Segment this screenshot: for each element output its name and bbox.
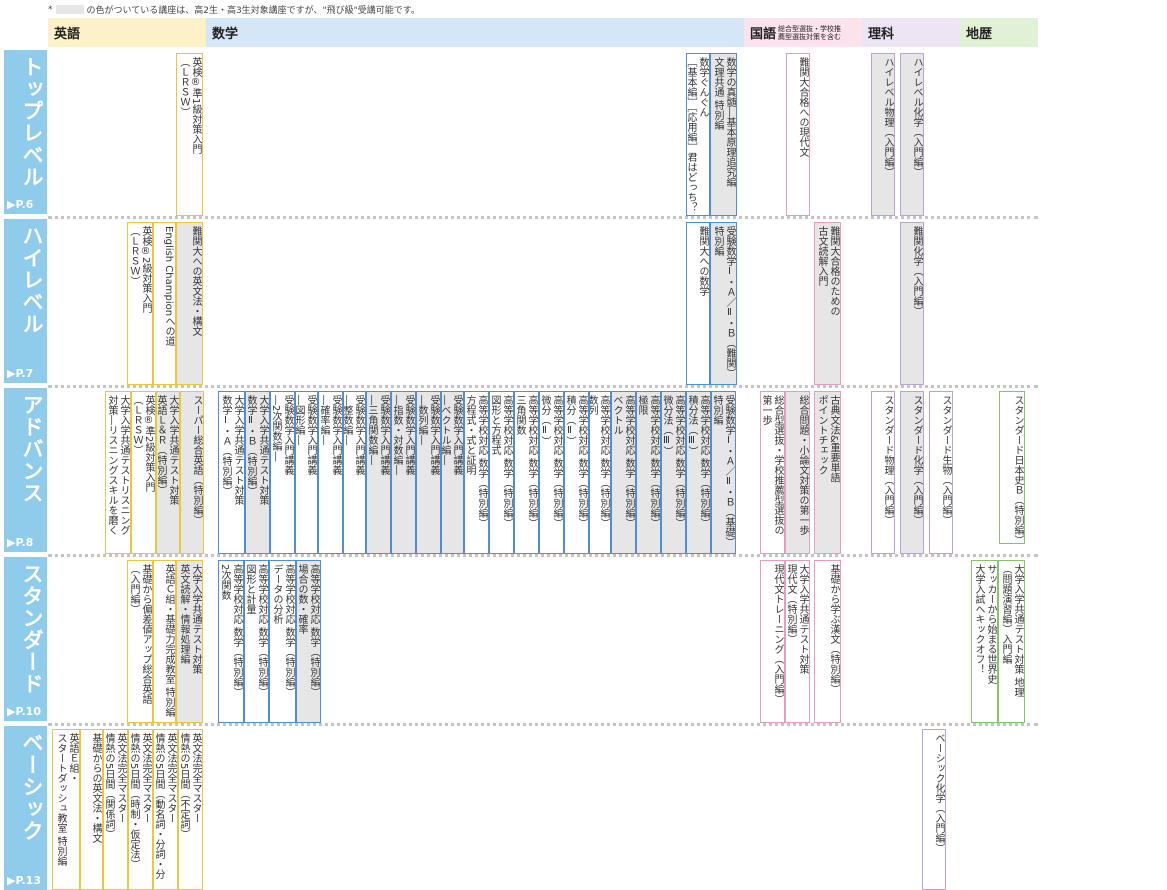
course-card[interactable]: 英検®準2級対策入門 （ＬＲＳＷ） (131, 391, 156, 554)
course-card[interactable]: 高等学校対応 数学（特別編） 方程式・式と証明 (464, 391, 489, 554)
course-card[interactable]: 大学入学共通テストリスニング 対策―リスニングスキルを磨く (105, 391, 131, 554)
level-name: ハイレベル (20, 225, 44, 335)
level-band-basic: ベーシック ▶P.13 (4, 726, 47, 890)
course-card[interactable]: 高等学校対応 数学（特別編） 微分法（Ⅲ） (661, 391, 686, 554)
course-card[interactable]: 高等学校対応 数学（特別編） 図形と方程式 (489, 391, 514, 554)
course-card[interactable]: 英文法完全マスター 情熱の5日間（不定詞） (178, 729, 203, 890)
course-card[interactable]: 受験数学Ⅰ・Ａ／Ⅱ・Ｂ（基礎） 特別編 (711, 391, 736, 554)
note-asterisk: * (48, 4, 53, 15)
level-page: ▶P.10 (7, 705, 41, 718)
course-card[interactable]: 英文法完全マスター 情熱の5日間（動名詞・分詞・分詞構文） (153, 729, 178, 890)
course-card[interactable]: 大学入学共通テスト対策 地理 （問題演習編）入門編 (998, 560, 1025, 723)
course-card[interactable]: ハイレベル化学（入門編） (900, 53, 924, 216)
course-card[interactable]: 現代文トレーニング（入門編） (760, 560, 785, 723)
course-card[interactable]: ベーシック化学（入門編） (922, 729, 946, 890)
level-band-high: ハイレベル ▶P.7 (4, 219, 47, 383)
course-card[interactable]: 受験数学入門講義 ―2次関数編― (270, 391, 295, 554)
course-card[interactable]: サッカーから始まる世界史 大学入試へキックオフ！ (971, 560, 998, 723)
subject-label-math: 数学 (212, 27, 239, 42)
course-card[interactable]: 受験数学入門講義 ―図形編― (295, 391, 318, 554)
level-page: ▶P.7 (7, 367, 34, 380)
course-card[interactable]: English Championへの道 (153, 222, 176, 385)
row-separator (48, 554, 1038, 557)
course-card[interactable]: スタンダード生物（入門編） (929, 391, 953, 554)
course-card[interactable]: 数学の真髄―基本原理追究編 文理共通 特別編 (710, 53, 737, 216)
level-page: ▶P.6 (7, 198, 34, 211)
course-card[interactable]: 受験数学入門講義 ―ベクトル編― (441, 391, 464, 554)
course-card[interactable]: 受験数学入門講義 ―確率編― (318, 391, 343, 554)
course-card[interactable]: スタンダード化学（入門編） (900, 391, 924, 554)
course-card[interactable]: 基礎から偏差値アップ総合英語 （入門編） (127, 560, 153, 723)
gray-swatch (55, 5, 84, 14)
level-band-standard: スタンダード ▶P.10 (4, 557, 47, 721)
course-card[interactable]: 大学入学共通テスト対策 英語Ｌ＆Ｒ（特別編） (156, 391, 180, 554)
course-card[interactable]: 受験数学入門講義 ―三角関数編― (366, 391, 391, 554)
level-band-top: トップレベル ▶P.6 (4, 50, 47, 214)
note-text: の色がついている講座は、高2生・高3生対象講座ですが、"飛び級"受講可能です。 (86, 6, 420, 16)
subject-header-japanese: 国語 総合型選抜・学校推 薦型選抜対策を含む (744, 18, 862, 47)
course-card[interactable]: 英語Ｅ組・ スタートダッシュ教室 特別編 (52, 729, 80, 890)
level-name: スタンダード (20, 563, 44, 695)
course-card[interactable]: 受験数学入門講義 ―指数・対数編― (391, 391, 416, 554)
course-card[interactable]: 英文法完全マスター 情熱の5日間（関係詞） (103, 729, 128, 890)
course-card[interactable]: 受験数学入門講義 ―数列編― (416, 391, 441, 554)
row-separator (48, 216, 1038, 219)
course-card[interactable]: 高等学校対応 数学（特別編） データの分析 (269, 560, 296, 723)
course-card[interactable]: 大学入学共通テスト対策 英文読解・情報処理編 (176, 560, 203, 723)
course-card[interactable]: 総合問題・小論文対策の第一歩 (785, 391, 810, 554)
course-card[interactable]: 難関大合格への現代文 (786, 53, 810, 216)
course-card[interactable]: 高等学校対応 数学（特別編） 極限 (636, 391, 661, 554)
course-card[interactable]: スーパー総合英語（特別編） (180, 391, 204, 554)
course-card[interactable]: 受験数学Ⅰ・Ａ／Ⅱ・Ｂ（難関） 特別編 (710, 222, 737, 385)
course-card[interactable]: 難関大合格のための 古文読解入門 (814, 222, 841, 385)
subject-label-japanese: 国語 (750, 27, 777, 42)
subject-header-math: 数学 (206, 18, 744, 47)
course-card[interactable]: 英文法完全マスター 情熱の5日間（時制・仮定法） (128, 729, 153, 890)
course-card[interactable]: スタンダード日本史Ｂ（特別編） (999, 391, 1025, 544)
course-card[interactable]: 大学入学共通テスト対策 現代文（特別編） (785, 560, 810, 723)
subject-header-english: 英語 (48, 18, 206, 47)
subject-header-history: 地歴 (960, 18, 1038, 47)
course-card[interactable]: 数学ぐんぐん ［基本編］［応用編］君はどっち？ (686, 53, 710, 216)
course-card[interactable]: 高等学校対応 数学（特別編） 三角関数 (514, 391, 539, 554)
course-card[interactable]: 高等学校対応 数学（特別編） 場合の数・確率 (296, 560, 321, 723)
course-card[interactable]: 高等学校対応 数学（特別編） 微分（Ⅱ） (539, 391, 564, 554)
level-name: ベーシック (20, 732, 44, 842)
course-card[interactable]: 高等学校対応 数学（特別編） 積分法（Ⅲ） (686, 391, 711, 554)
level-name: アドバンス (20, 394, 44, 504)
course-card[interactable]: 高等学校対応 数学（特別編） 図形と計量 (244, 560, 269, 723)
course-card[interactable]: 古典文法&重要単語 ポイントチェック (814, 391, 841, 554)
subject-label-history: 地歴 (966, 27, 993, 42)
course-card[interactable]: 受験数学入門講義 ―整数編― (343, 391, 366, 554)
level-page: ▶P.13 (7, 874, 41, 887)
course-card[interactable]: 高等学校対応 数学（特別編） 積分（Ⅱ） (564, 391, 589, 554)
course-card[interactable]: 難関化学（入門編） (900, 222, 924, 385)
course-card[interactable]: ハイレベル物理（入門編） (871, 53, 895, 216)
course-card[interactable]: 英検®準1級対策入門 （ＬＲＳＷ） (176, 53, 203, 216)
color-note: * の色がついている講座は、高2生・高3生対象講座ですが、"飛び級"受講可能です… (48, 3, 420, 17)
course-card[interactable]: 大学入学共通テスト対策 数学Ⅱ・Ｂ（特別編） (245, 391, 270, 554)
course-card[interactable]: 基礎からの英文法・構文 (80, 729, 103, 890)
course-card[interactable]: スタンダード物理（入門編） (871, 391, 895, 554)
row-separator (48, 723, 1038, 726)
subject-label-science: 理科 (868, 27, 895, 42)
course-card[interactable]: 高等学校対応 数学（特別編） 数列 (589, 391, 611, 554)
subject-header-science: 理科 (862, 18, 960, 47)
subject-note-japanese: 総合型選抜・学校推 薦型選抜対策を含む (778, 24, 842, 41)
course-card[interactable]: 英検®2級対策入門 （ＬＲＳＷ） (127, 222, 153, 385)
level-name: トップレベル (20, 56, 44, 188)
course-card[interactable]: 難関大への数学 (686, 222, 710, 385)
row-separator (48, 385, 1038, 388)
course-card[interactable]: 基礎から学ぶ漢文（特別編） (814, 560, 841, 723)
course-card[interactable]: 総合型選抜・学校推薦型選抜の 第一歩 (760, 391, 785, 554)
course-card[interactable]: 高等学校対応 数学（特別編） ベクトル (611, 391, 636, 554)
course-card[interactable]: 英語Ｃ組・基礎力完成教室 特別編 (153, 560, 176, 723)
course-card[interactable]: 高等学校対応 数学（特別編） 2次関数 (218, 560, 244, 723)
subject-label-english: 英語 (54, 27, 81, 42)
level-band-advance: アドバンス ▶P.8 (4, 388, 47, 552)
level-page: ▶P.8 (7, 536, 34, 549)
course-card[interactable]: 難関大への英文法・構文 (176, 222, 203, 385)
course-card[interactable]: 大学入学共通テスト対策 数学Ⅰ・Ａ（特別編） (218, 391, 245, 554)
